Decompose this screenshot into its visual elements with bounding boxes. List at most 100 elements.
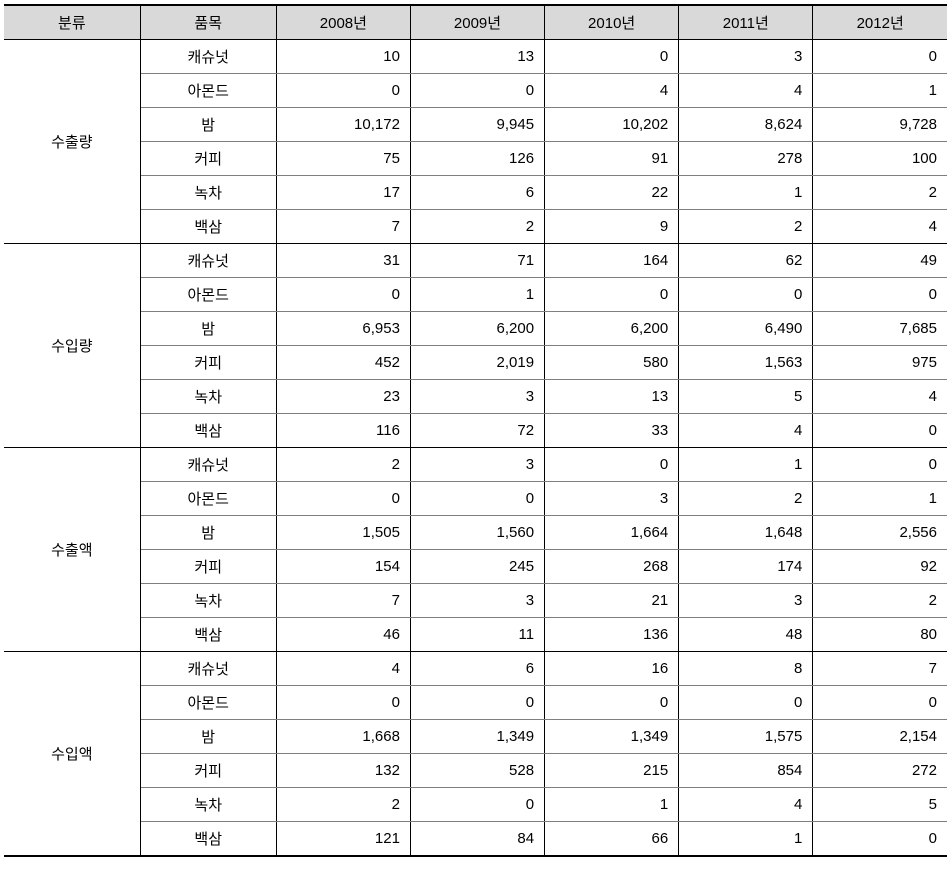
value-cell: 1,648 <box>679 516 813 550</box>
header-item: 품목 <box>140 5 276 40</box>
value-cell: 1 <box>813 74 947 108</box>
item-cell: 녹차 <box>140 584 276 618</box>
value-cell: 33 <box>545 414 679 448</box>
value-cell: 4 <box>679 414 813 448</box>
value-cell: 10,172 <box>276 108 410 142</box>
table-row: 아몬드00441 <box>4 74 947 108</box>
value-cell: 6,200 <box>410 312 544 346</box>
value-cell: 580 <box>545 346 679 380</box>
value-cell: 17 <box>276 176 410 210</box>
value-cell: 0 <box>276 686 410 720</box>
value-cell: 3 <box>410 448 544 482</box>
table-row: 백삼46111364880 <box>4 618 947 652</box>
value-cell: 1 <box>545 788 679 822</box>
value-cell: 4 <box>545 74 679 108</box>
value-cell: 8 <box>679 652 813 686</box>
value-cell: 91 <box>545 142 679 176</box>
value-cell: 1,575 <box>679 720 813 754</box>
table-row: 커피7512691278100 <box>4 142 947 176</box>
item-cell: 아몬드 <box>140 74 276 108</box>
value-cell: 80 <box>813 618 947 652</box>
value-cell: 0 <box>813 414 947 448</box>
value-cell: 0 <box>545 686 679 720</box>
value-cell: 1,505 <box>276 516 410 550</box>
item-cell: 백삼 <box>140 618 276 652</box>
table-row: 밤10,1729,94510,2028,6249,728 <box>4 108 947 142</box>
category-cell: 수입액 <box>4 652 140 857</box>
value-cell: 1,560 <box>410 516 544 550</box>
value-cell: 132 <box>276 754 410 788</box>
value-cell: 46 <box>276 618 410 652</box>
value-cell: 3 <box>410 380 544 414</box>
item-cell: 녹차 <box>140 380 276 414</box>
table-row: 밤6,9536,2006,2006,4907,685 <box>4 312 947 346</box>
table-row: 녹차2331354 <box>4 380 947 414</box>
item-cell: 아몬드 <box>140 482 276 516</box>
value-cell: 21 <box>545 584 679 618</box>
header-category: 분류 <box>4 5 140 40</box>
value-cell: 7,685 <box>813 312 947 346</box>
item-cell: 백삼 <box>140 210 276 244</box>
item-cell: 백삼 <box>140 414 276 448</box>
value-cell: 0 <box>813 40 947 74</box>
header-year-2: 2010년 <box>545 5 679 40</box>
value-cell: 31 <box>276 244 410 278</box>
value-cell: 154 <box>276 550 410 584</box>
value-cell: 0 <box>410 482 544 516</box>
header-year-1: 2009년 <box>410 5 544 40</box>
value-cell: 49 <box>813 244 947 278</box>
value-cell: 854 <box>679 754 813 788</box>
header-row: 분류 품목 2008년 2009년 2010년 2011년 2012년 <box>4 5 947 40</box>
value-cell: 3 <box>679 40 813 74</box>
value-cell: 0 <box>276 74 410 108</box>
value-cell: 452 <box>276 346 410 380</box>
value-cell: 1 <box>679 176 813 210</box>
value-cell: 100 <box>813 142 947 176</box>
value-cell: 126 <box>410 142 544 176</box>
value-cell: 0 <box>813 686 947 720</box>
value-cell: 0 <box>276 482 410 516</box>
value-cell: 23 <box>276 380 410 414</box>
item-cell: 커피 <box>140 142 276 176</box>
item-cell: 밤 <box>140 720 276 754</box>
value-cell: 10 <box>276 40 410 74</box>
item-cell: 밤 <box>140 108 276 142</box>
category-cell: 수입량 <box>4 244 140 448</box>
value-cell: 1,668 <box>276 720 410 754</box>
table-row: 수출량캐슈넛1013030 <box>4 40 947 74</box>
table-row: 아몬드00321 <box>4 482 947 516</box>
value-cell: 245 <box>410 550 544 584</box>
item-cell: 녹차 <box>140 788 276 822</box>
data-table: 분류 품목 2008년 2009년 2010년 2011년 2012년 수출량캐… <box>4 4 947 857</box>
value-cell: 2,154 <box>813 720 947 754</box>
value-cell: 4 <box>679 788 813 822</box>
value-cell: 0 <box>813 278 947 312</box>
value-cell: 5 <box>679 380 813 414</box>
item-cell: 백삼 <box>140 822 276 857</box>
value-cell: 3 <box>545 482 679 516</box>
table-body: 수출량캐슈넛1013030아몬드00441밤10,1729,94510,2028… <box>4 40 947 857</box>
value-cell: 164 <box>545 244 679 278</box>
value-cell: 6,200 <box>545 312 679 346</box>
value-cell: 174 <box>679 550 813 584</box>
value-cell: 278 <box>679 142 813 176</box>
value-cell: 0 <box>276 278 410 312</box>
value-cell: 0 <box>679 686 813 720</box>
item-cell: 밤 <box>140 312 276 346</box>
value-cell: 4 <box>813 210 947 244</box>
value-cell: 2,556 <box>813 516 947 550</box>
value-cell: 528 <box>410 754 544 788</box>
value-cell: 1 <box>679 448 813 482</box>
value-cell: 7 <box>813 652 947 686</box>
value-cell: 71 <box>410 244 544 278</box>
item-cell: 커피 <box>140 550 276 584</box>
table-row: 아몬드00000 <box>4 686 947 720</box>
value-cell: 1,349 <box>545 720 679 754</box>
value-cell: 5 <box>813 788 947 822</box>
value-cell: 4 <box>813 380 947 414</box>
value-cell: 6,953 <box>276 312 410 346</box>
value-cell: 7 <box>276 210 410 244</box>
table-header: 분류 품목 2008년 2009년 2010년 2011년 2012년 <box>4 5 947 40</box>
value-cell: 9 <box>545 210 679 244</box>
table-row: 커피4522,0195801,563975 <box>4 346 947 380</box>
